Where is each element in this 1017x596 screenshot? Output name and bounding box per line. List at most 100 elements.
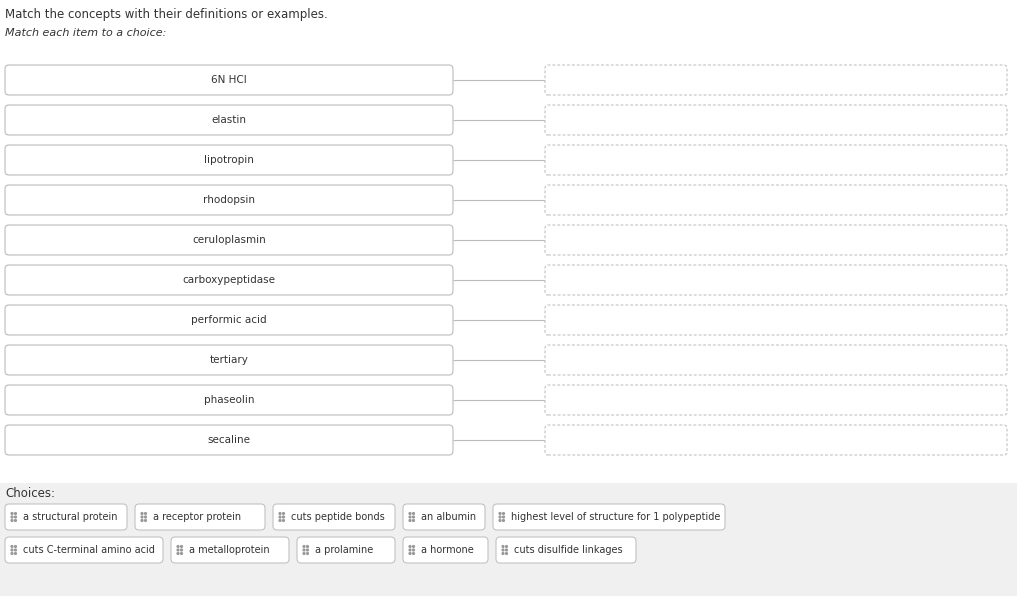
- Circle shape: [502, 545, 503, 547]
- Circle shape: [413, 516, 414, 518]
- Text: rhodopsin: rhodopsin: [203, 195, 255, 205]
- FancyBboxPatch shape: [5, 425, 453, 455]
- Circle shape: [14, 552, 16, 554]
- Circle shape: [181, 549, 182, 551]
- Circle shape: [11, 520, 13, 522]
- Circle shape: [505, 549, 507, 551]
- Circle shape: [409, 516, 411, 518]
- Text: phaseolin: phaseolin: [203, 395, 254, 405]
- Circle shape: [303, 549, 305, 551]
- FancyBboxPatch shape: [135, 504, 265, 530]
- FancyBboxPatch shape: [171, 537, 289, 563]
- FancyBboxPatch shape: [5, 65, 453, 95]
- Text: a receptor protein: a receptor protein: [153, 512, 241, 522]
- Circle shape: [409, 513, 411, 514]
- FancyBboxPatch shape: [297, 537, 395, 563]
- Circle shape: [409, 545, 411, 547]
- Text: Match each item to a choice:: Match each item to a choice:: [5, 28, 167, 38]
- Circle shape: [279, 520, 281, 522]
- Circle shape: [14, 549, 16, 551]
- Circle shape: [177, 545, 179, 547]
- Circle shape: [502, 552, 503, 554]
- Text: performic acid: performic acid: [191, 315, 266, 325]
- FancyBboxPatch shape: [545, 65, 1007, 95]
- FancyBboxPatch shape: [5, 265, 453, 295]
- Circle shape: [283, 516, 285, 518]
- Circle shape: [505, 552, 507, 554]
- Circle shape: [409, 549, 411, 551]
- Circle shape: [505, 545, 507, 547]
- Text: cuts disulfide linkages: cuts disulfide linkages: [514, 545, 622, 555]
- Circle shape: [413, 513, 414, 514]
- Circle shape: [502, 520, 504, 522]
- FancyBboxPatch shape: [273, 504, 395, 530]
- Text: lipotropin: lipotropin: [204, 155, 254, 165]
- FancyBboxPatch shape: [545, 225, 1007, 255]
- FancyBboxPatch shape: [545, 385, 1007, 415]
- Circle shape: [499, 513, 501, 514]
- Text: a metalloprotein: a metalloprotein: [189, 545, 270, 555]
- Circle shape: [14, 545, 16, 547]
- Circle shape: [181, 545, 182, 547]
- Circle shape: [181, 552, 182, 554]
- Circle shape: [11, 552, 13, 554]
- FancyBboxPatch shape: [403, 504, 485, 530]
- Circle shape: [144, 520, 146, 522]
- Text: ceruloplasmin: ceruloplasmin: [192, 235, 265, 245]
- Circle shape: [306, 545, 308, 547]
- Circle shape: [144, 516, 146, 518]
- Circle shape: [14, 516, 16, 518]
- Circle shape: [502, 549, 503, 551]
- Circle shape: [499, 516, 501, 518]
- Circle shape: [279, 513, 281, 514]
- Text: Choices:: Choices:: [5, 487, 55, 500]
- FancyBboxPatch shape: [545, 425, 1007, 455]
- Circle shape: [303, 545, 305, 547]
- Circle shape: [177, 552, 179, 554]
- Circle shape: [144, 513, 146, 514]
- Circle shape: [14, 513, 16, 514]
- Circle shape: [11, 549, 13, 551]
- FancyBboxPatch shape: [545, 265, 1007, 295]
- Circle shape: [177, 549, 179, 551]
- FancyBboxPatch shape: [545, 105, 1007, 135]
- Circle shape: [141, 513, 143, 514]
- Text: an albumin: an albumin: [421, 512, 476, 522]
- Circle shape: [141, 516, 143, 518]
- FancyBboxPatch shape: [496, 537, 636, 563]
- Circle shape: [499, 520, 501, 522]
- Circle shape: [413, 545, 414, 547]
- Text: a structural protein: a structural protein: [23, 512, 118, 522]
- Circle shape: [283, 520, 285, 522]
- Text: cuts C-terminal amino acid: cuts C-terminal amino acid: [23, 545, 155, 555]
- Text: carboxypeptidase: carboxypeptidase: [182, 275, 276, 285]
- FancyBboxPatch shape: [545, 185, 1007, 215]
- FancyBboxPatch shape: [545, 345, 1007, 375]
- Circle shape: [303, 552, 305, 554]
- Circle shape: [141, 520, 143, 522]
- FancyBboxPatch shape: [5, 145, 453, 175]
- Circle shape: [502, 516, 504, 518]
- Circle shape: [413, 520, 414, 522]
- Circle shape: [11, 513, 13, 514]
- Circle shape: [306, 549, 308, 551]
- Circle shape: [283, 513, 285, 514]
- Circle shape: [409, 520, 411, 522]
- FancyBboxPatch shape: [5, 105, 453, 135]
- FancyBboxPatch shape: [5, 385, 453, 415]
- Text: tertiary: tertiary: [210, 355, 248, 365]
- Circle shape: [279, 516, 281, 518]
- FancyBboxPatch shape: [403, 537, 488, 563]
- Circle shape: [409, 552, 411, 554]
- FancyBboxPatch shape: [545, 145, 1007, 175]
- Text: elastin: elastin: [212, 115, 246, 125]
- Circle shape: [306, 552, 308, 554]
- Circle shape: [11, 516, 13, 518]
- Circle shape: [413, 552, 414, 554]
- Circle shape: [14, 520, 16, 522]
- Text: Match the concepts with their definitions or examples.: Match the concepts with their definition…: [5, 8, 327, 21]
- Text: secaline: secaline: [207, 435, 250, 445]
- Circle shape: [502, 513, 504, 514]
- FancyBboxPatch shape: [0, 483, 1017, 596]
- FancyBboxPatch shape: [5, 504, 127, 530]
